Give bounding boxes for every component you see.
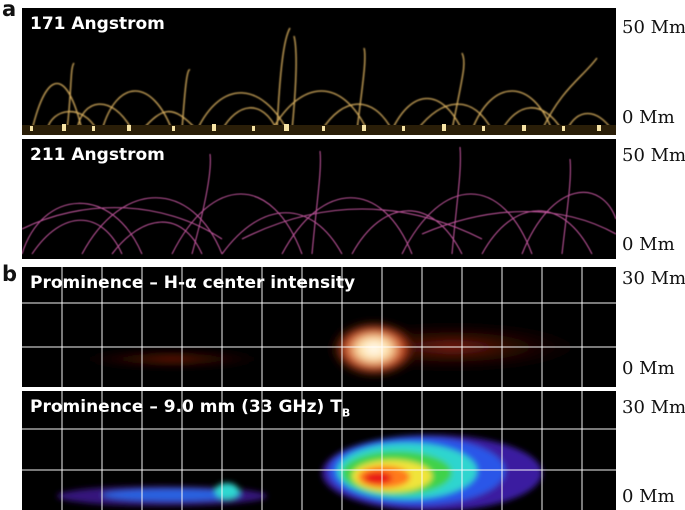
h-alpha-emission xyxy=(22,267,616,387)
loops-211 xyxy=(22,146,616,255)
caption-171-angstrom: 171 Angstrom xyxy=(30,14,165,34)
image-33ghz: Prominence – 9.0 mm (33 GHz) TB xyxy=(22,391,616,510)
caption-33ghz-subscript: B xyxy=(341,406,351,420)
caption-h-alpha: Prominence – H-α center intensity xyxy=(30,273,356,293)
axis-top-211: 50 Mm xyxy=(622,145,685,166)
caption-33ghz: Prominence – 9.0 mm (33 GHz) TB xyxy=(30,397,350,419)
axis-bottom-171: 0 Mm xyxy=(622,107,675,128)
loops-171 xyxy=(22,27,616,135)
image-171-angstrom: 171 Angstrom xyxy=(22,8,616,135)
axis-bottom-h-alpha: 0 Mm xyxy=(622,358,675,379)
axis-top-171: 50 Mm xyxy=(622,17,685,38)
panel-label-b: b xyxy=(2,262,18,286)
panel-label-a: a xyxy=(2,0,17,21)
caption-33ghz-main: Prominence – 9.0 mm (33 GHz) T xyxy=(30,397,342,417)
radio-brightness-map xyxy=(22,391,616,510)
image-211-angstrom: 211 Angstrom xyxy=(22,139,616,259)
image-h-alpha: Prominence – H-α center intensity xyxy=(22,267,616,387)
axis-top-33ghz: 30 Mm xyxy=(622,397,685,418)
axis-bottom-33ghz: 0 Mm xyxy=(622,486,675,507)
caption-211-angstrom: 211 Angstrom xyxy=(30,145,165,165)
axis-bottom-211: 0 Mm xyxy=(622,234,675,255)
axis-top-h-alpha: 30 Mm xyxy=(622,268,685,289)
